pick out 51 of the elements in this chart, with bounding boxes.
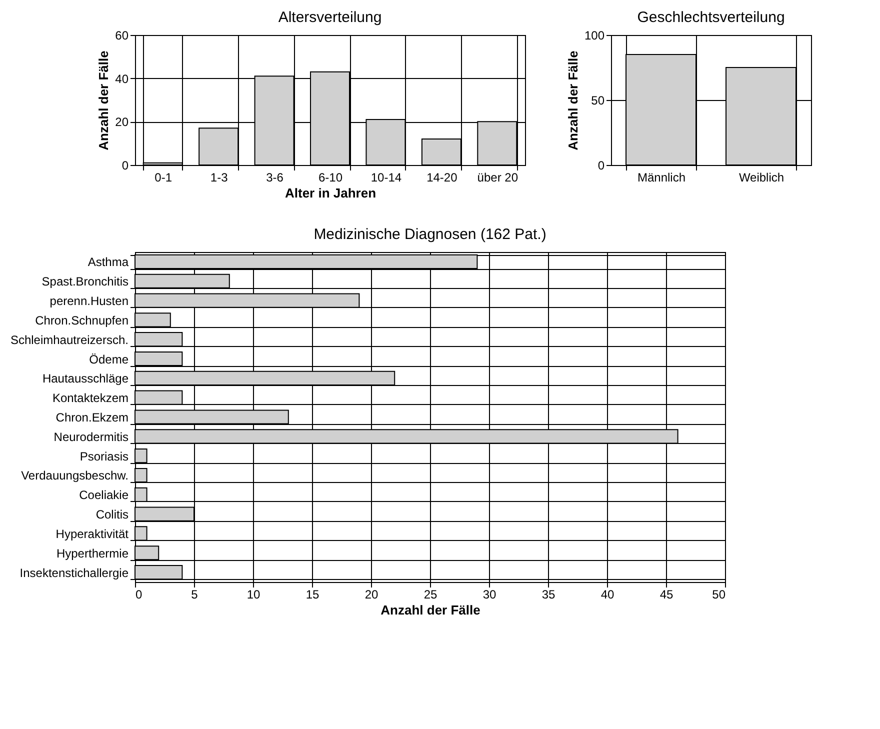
x-tick-label: 45 [660,588,674,602]
x-tick-label: 3-6 [266,170,284,184]
x-tick-label: 20 [364,588,378,602]
y-tick-label: Hyperthermie [56,546,129,560]
x-tick-label: 40 [600,588,614,602]
x-tick-label: 0 [136,588,142,602]
y-tick-label: 100 [584,28,605,42]
x-tick-label: 25 [424,588,438,602]
y-tick-label: 50 [591,94,605,108]
x-tick-label: 10-14 [370,170,402,184]
y-tick-label: Neurodermitis [54,430,128,444]
x-tick-label: Männlich [637,170,686,184]
x-tick-label: 1-3 [210,170,228,184]
x-tick-label: 10 [246,588,260,602]
y-tick-label: 20 [115,115,129,130]
y-tick-label: Psoriasis [80,449,128,464]
x-tick-label: 15 [306,588,320,602]
x-tick-label: 30 [482,588,496,602]
y-tick-label: Schleimhautreizersch. [10,332,128,347]
x-axis-title: Alter in Jahren [284,186,376,200]
y-tick-label: Kontaktekzem [52,391,128,406]
y-tick-label: Hautausschläge [42,372,129,386]
x-tick-label: 50 [712,588,726,602]
chart-title: Altersverteilung [278,9,382,26]
chart-title: Geschlechtsverteilung [637,9,785,26]
y-tick-label: Asthma [88,255,129,270]
x-tick-label: Weiblich [738,170,784,184]
y-tick-label: Colitis [96,508,128,522]
y-tick-label: 40 [115,72,129,86]
y-axis-title: Anzahl der Fälle [565,50,580,150]
chart-title: Medizinische Diagnosen (162 Pat.) [314,226,546,243]
y-tick-label: perenn.Husten [50,294,128,308]
y-tick-label: 60 [115,28,129,42]
y-tick-label: Chron.Ekzem [56,410,128,424]
y-tick-label: Insektenstichallergie [20,566,129,580]
x-tick-label: über 20 [477,170,518,184]
y-tick-label: Ödeme [89,352,129,366]
x-tick-label: 6-10 [318,170,343,184]
y-tick-label: Spast.Bronchitis [42,274,128,289]
y-tick-label: Verdauungsbeschw. [21,468,128,483]
x-tick-label: 14-20 [426,170,458,184]
y-tick-label: Chron.Schnupfen [35,313,128,328]
x-tick-label: 0-1 [154,170,172,184]
x-axis-title: Anzahl der Fälle [380,602,480,618]
x-tick-label: 35 [542,588,556,602]
x-tick-label: 5 [191,588,198,602]
y-tick-label: 0 [598,158,605,172]
y-tick-label: 0 [122,158,129,172]
y-tick-label: Hyperaktivität [56,526,130,541]
y-tick-label: Coeliakie [79,488,129,502]
y-axis-title: Anzahl der Fälle [96,50,112,150]
